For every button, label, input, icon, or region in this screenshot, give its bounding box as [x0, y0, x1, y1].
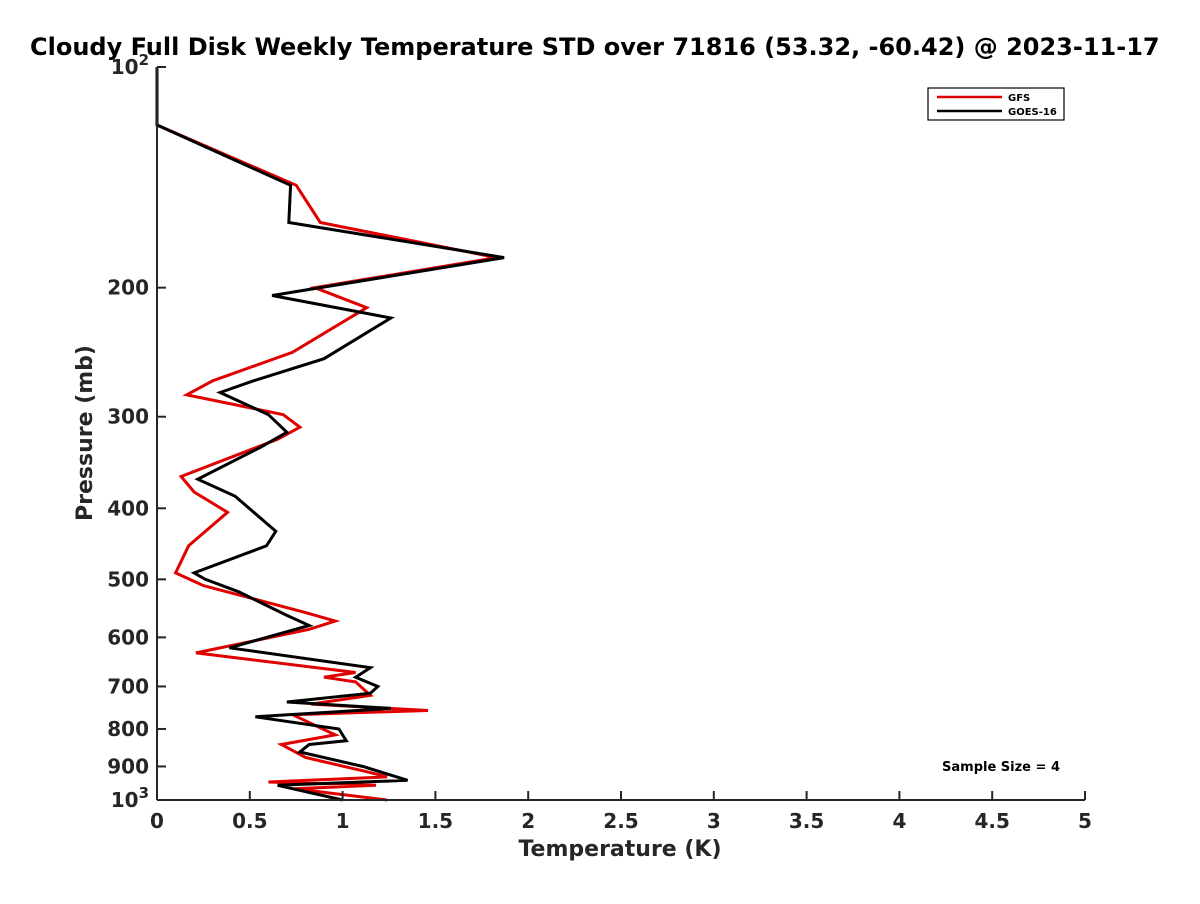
legend-label: GFS — [1008, 93, 1030, 104]
y-tick-label: 600 — [107, 625, 149, 649]
y-tick-label: 800 — [107, 717, 149, 741]
legend: GFS GOES-16 — [927, 87, 1065, 121]
legend-label: GOES-16 — [1008, 107, 1057, 118]
x-tick-label: 1.5 — [418, 809, 453, 833]
x-tick-label: 1 — [336, 809, 350, 833]
x-tick-label: 5 — [1078, 809, 1092, 833]
chart-title: Cloudy Full Disk Weekly Temperature STD … — [30, 33, 1160, 61]
y-tick-label: 103 — [111, 784, 149, 812]
series-line-goes-16 — [155, 67, 505, 802]
x-tick-label: 0.5 — [232, 809, 267, 833]
x-tick-label: 3.5 — [789, 809, 824, 833]
y-axis-label: Pressure (mb) — [73, 345, 98, 521]
y-tick-label: 400 — [107, 496, 149, 520]
y-tick-label: 900 — [107, 754, 149, 778]
x-axis-label: Temperature (K) — [518, 837, 721, 862]
x-tick-label: 4 — [892, 809, 906, 833]
x-tick-label: 2.5 — [603, 809, 638, 833]
sample-size-annotation: Sample Size = 4 — [942, 760, 1060, 775]
x-tick-label: 3 — [707, 809, 721, 833]
y-tick-label: 500 — [107, 567, 149, 591]
y-tick-label: 102 — [111, 51, 149, 79]
y-tick-label: 200 — [107, 276, 149, 300]
x-tick-label: 4.5 — [974, 809, 1009, 833]
legend-items: GFS GOES-16 — [937, 93, 1057, 118]
x-tick-label: 0 — [150, 809, 164, 833]
ticks-layer: 0 0.5 1 1.5 2 2.5 3 3.5 4 4.5 5 102 200 300 400 500 600 7… — [107, 51, 1092, 833]
x-tick-label: 2 — [521, 809, 535, 833]
y-tick-label: 300 — [107, 405, 149, 429]
y-tick-label: 700 — [107, 674, 149, 698]
legend-box — [927, 87, 1065, 121]
series-layer — [155, 67, 505, 802]
